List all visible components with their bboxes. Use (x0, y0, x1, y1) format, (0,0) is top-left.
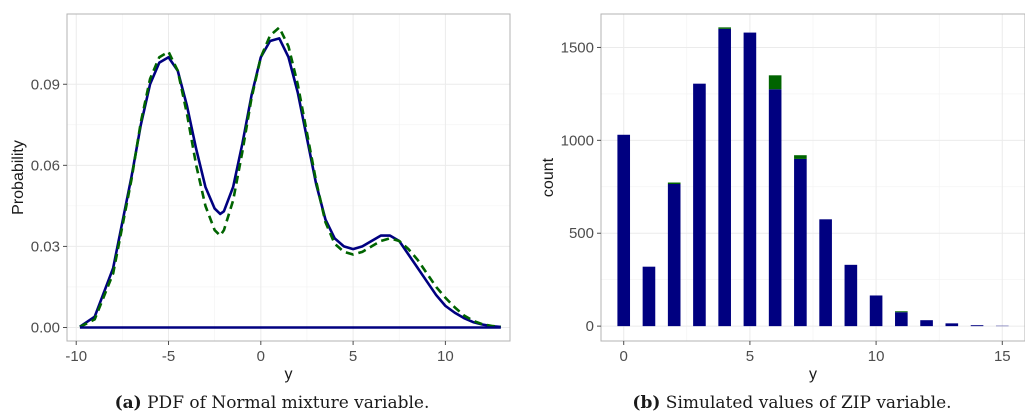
series-line-solid (79, 37, 501, 329)
x-tick-label: 5 (746, 348, 754, 365)
x-tick-label: 0 (620, 348, 628, 365)
caption-a-text: PDF of Normal mixture variable. (142, 393, 430, 413)
y-tick-label: 0.09 (31, 76, 60, 93)
caption-b-label: (b) (632, 393, 660, 413)
series-line-dashed (79, 26, 501, 329)
bar (844, 264, 858, 327)
x-tick-label: -10 (65, 348, 87, 365)
bar (693, 83, 706, 327)
x-tick-label: 10 (437, 348, 454, 365)
caption-a-label: (a) (115, 393, 142, 413)
bar-stack-top (895, 311, 908, 313)
bar (970, 325, 984, 327)
panel-a-pdf-chart: -10 -5 0 5 10 0.00 0.03 0.06 0.09 y Probability (10, 13, 511, 383)
y-tick-label: 0.00 (31, 319, 60, 336)
bar (819, 219, 832, 327)
bar (945, 323, 959, 327)
x-tick-label: 10 (868, 348, 885, 365)
y-tick-label: 0.06 (31, 157, 60, 174)
bar (617, 134, 631, 327)
bar (869, 295, 883, 327)
x-axis-label: y (285, 366, 293, 383)
bar (920, 320, 933, 327)
x-axis-label: y (809, 366, 817, 383)
bar (895, 312, 908, 327)
plot-area (67, 14, 510, 341)
bar (768, 89, 782, 327)
y-tick-label: 1000 (561, 132, 594, 149)
caption-b: (b) Simulated values of ZIP variable. (632, 393, 951, 413)
x-tick-label: 5 (349, 348, 357, 365)
bar-stack-top (718, 27, 731, 29)
bar (667, 184, 681, 327)
bar-stack-top (794, 155, 807, 159)
bar-stack-top (667, 182, 681, 185)
panel-border (600, 13, 1025, 342)
y-axis-label: Probability (10, 140, 27, 215)
bar (642, 266, 656, 327)
x-tick-label: -5 (162, 348, 175, 365)
panel-b-zip-bar-chart: 0 5 10 15 0 500 1000 1500 y count (540, 13, 1025, 383)
bar (794, 158, 807, 327)
bar (743, 32, 757, 327)
y-axis-label: count (540, 157, 557, 197)
bar (718, 28, 731, 327)
y-tick-label: 0 (586, 318, 594, 335)
caption-b-text: Simulated values of ZIP variable. (660, 393, 951, 413)
panel-border (66, 13, 511, 342)
y-tick-label: 500 (569, 225, 594, 242)
y-tick-label: 1500 (561, 39, 594, 56)
x-tick-label: 0 (257, 348, 265, 365)
caption-a: (a) PDF of Normal mixture variable. (115, 393, 430, 413)
x-tick-label: 15 (994, 348, 1011, 365)
bar-stack-top (768, 75, 782, 90)
y-tick-label: 0.03 (31, 238, 60, 255)
